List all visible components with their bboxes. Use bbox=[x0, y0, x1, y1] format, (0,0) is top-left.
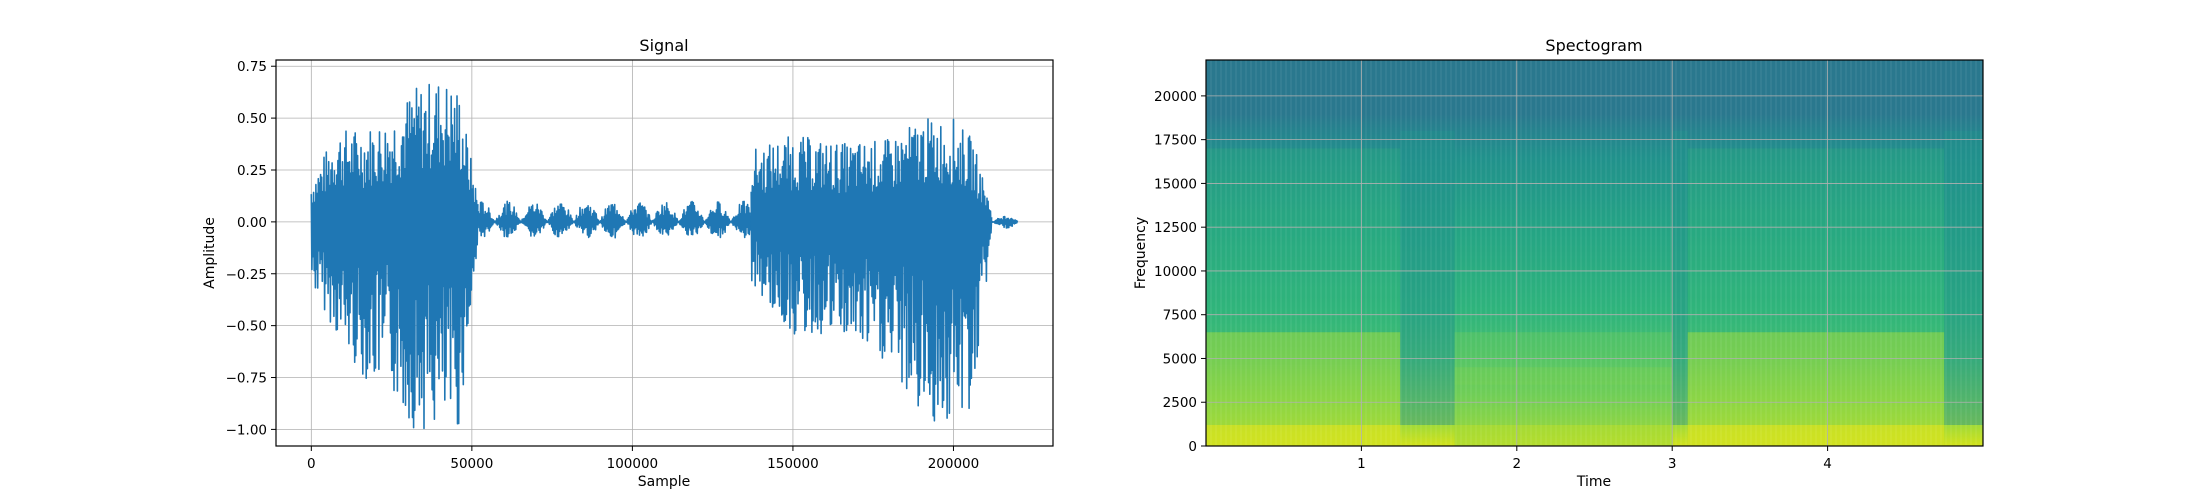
signal-y-tick-label: −0.75 bbox=[226, 371, 267, 387]
spectrogram-texture bbox=[1206, 60, 1983, 446]
spectrogram-y-tick-label: 0 bbox=[1188, 439, 1197, 455]
signal-x-tick-label: 200000 bbox=[928, 456, 980, 472]
signal-plot: 0 50000 100000 150000 200000 0.75 0.50 0.25 0.0… bbox=[202, 36, 1054, 490]
signal-x-tick-label: 100000 bbox=[607, 456, 659, 472]
spectrogram-y-axis-label: Frequency bbox=[1133, 217, 1149, 289]
spectrogram-x-tick-label: 2 bbox=[1513, 456, 1522, 472]
signal-y-axis-label: Amplitude bbox=[202, 217, 218, 289]
spectrogram-title: Spectogram bbox=[1545, 36, 1642, 55]
signal-x-ticks: 0 50000 100000 150000 200000 bbox=[307, 446, 979, 472]
spectrogram-plot: 1 2 3 4 0 2500 5000 7500 10000 12500 15000 17500 20… bbox=[1133, 36, 1984, 490]
signal-x-tick-label: 0 bbox=[307, 456, 316, 472]
spectrogram-x-tick-label: 1 bbox=[1357, 456, 1366, 472]
spectrogram-y-ticks: 0 2500 5000 7500 10000 12500 15000 17500 20000 bbox=[1154, 89, 1206, 455]
signal-waveform-segment bbox=[310, 83, 479, 430]
signal-y-tick-label: 0.00 bbox=[237, 215, 267, 231]
signal-waveform bbox=[310, 83, 1019, 430]
signal-x-tick-label: 50000 bbox=[450, 456, 493, 472]
signal-waveform-segment bbox=[991, 215, 1019, 229]
signal-waveform-segment bbox=[477, 200, 752, 239]
spectrogram-x-axis-label: Time bbox=[1576, 474, 1611, 490]
signal-y-tick-label: 0.75 bbox=[237, 59, 267, 75]
spectrogram-y-tick-label: 2500 bbox=[1163, 395, 1197, 411]
signal-y-ticks: 0.75 0.50 0.25 0.00 −0.25 −0.50 −0.75 −1.00 bbox=[226, 59, 276, 438]
signal-title: Signal bbox=[639, 36, 688, 55]
spectrogram-axes-frame bbox=[1205, 59, 1984, 447]
signal-y-tick-label: −0.50 bbox=[226, 319, 267, 335]
signal-x-tick-label: 150000 bbox=[767, 456, 819, 472]
signal-y-tick-label: 0.25 bbox=[237, 163, 267, 179]
spectrogram-x-ticks: 1 2 3 4 bbox=[1357, 446, 1832, 472]
spectrogram-x-tick-label: 3 bbox=[1668, 456, 1677, 472]
signal-y-tick-label: 0.50 bbox=[237, 111, 267, 127]
spectrogram-y-tick-label: 7500 bbox=[1163, 308, 1197, 324]
signal-y-tick-label: −0.25 bbox=[226, 267, 267, 283]
signal-waveform-segment bbox=[750, 118, 993, 422]
spectrogram-image bbox=[1206, 60, 1983, 446]
spectrogram-y-tick-label: 5000 bbox=[1163, 351, 1197, 367]
spectrogram-x-tick-label: 4 bbox=[1823, 456, 1832, 472]
spectrogram-y-tick-label: 10000 bbox=[1154, 264, 1197, 280]
spectrogram-y-tick-label: 17500 bbox=[1154, 133, 1197, 149]
signal-axes-frame bbox=[275, 59, 1054, 447]
spectrogram-y-tick-label: 15000 bbox=[1154, 176, 1197, 192]
signal-x-axis-label: Sample bbox=[638, 474, 691, 490]
signal-y-tick-label: −1.00 bbox=[226, 422, 267, 438]
spectrogram-y-tick-label: 20000 bbox=[1154, 89, 1197, 105]
spectrogram-y-tick-label: 12500 bbox=[1154, 220, 1197, 236]
